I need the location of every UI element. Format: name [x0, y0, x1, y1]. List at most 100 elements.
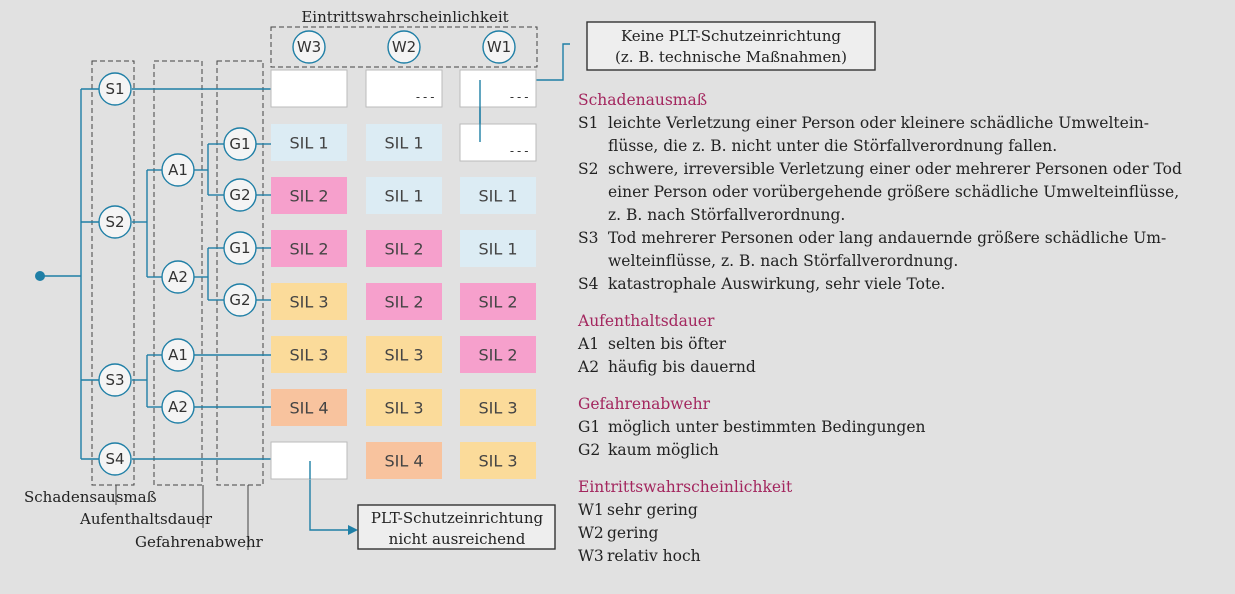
matrix-cell-bg [366, 124, 442, 161]
node-w2-circle [387, 30, 421, 64]
matrix-cell-bg [271, 283, 347, 320]
matrix-cell: --- [459, 69, 537, 108]
matrix-cell: SIL 3 [271, 283, 347, 320]
node-a2-1: A2 [161, 260, 195, 294]
legend-item-w3: W3 relativ hoch [578, 545, 1218, 568]
box-plt-insufficient [357, 504, 556, 550]
matrix-cell: SIL 2 [271, 230, 347, 267]
matrix-cell-bg [366, 230, 442, 267]
node-g2-1-label: G2 [229, 186, 250, 204]
matrix-cell-bg [271, 389, 347, 426]
matrix-cell: SIL 4 [366, 442, 442, 479]
matrix-cell-label: SIL 2 [478, 293, 517, 312]
legend-text: schwere, irreversible Verletzung einer o… [608, 158, 1182, 227]
node-w3: W3 [292, 30, 326, 64]
legend-aufenthaltsdauer: Aufenthaltsdauer A1 selten bis öfter A2 … [578, 310, 1218, 379]
matrix-cell-bg [459, 123, 537, 162]
legend-key: A1 [578, 335, 600, 353]
node-s4-label: S4 [105, 450, 124, 468]
node-s3: S3 [98, 363, 132, 397]
s-column-frame [91, 60, 135, 486]
matrix-cell-bg [366, 336, 442, 373]
matrix-cell [270, 69, 348, 108]
connection-lines [40, 43, 570, 535]
legend-item-a1: A1 selten bis öfter [578, 333, 1218, 356]
node-a2-1-circle [161, 260, 195, 294]
legend-schadenausmass: Schadenausmaß S1 leichte Verletzung eine… [578, 89, 1218, 296]
matrix-cell-label: SIL 3 [289, 293, 328, 312]
node-w2: W2 [387, 30, 421, 64]
matrix-cell: SIL 2 [366, 230, 442, 267]
matrix-cell-bg [271, 336, 347, 373]
matrix-cell: --- [365, 69, 443, 108]
node-w1-label: W1 [487, 38, 511, 56]
legend-item-s3: S3 Tod mehrerer Personen oder lang andau… [578, 227, 1218, 273]
header-title: Eintrittswahrscheinlichkeit [301, 8, 508, 26]
node-s2-circle [98, 205, 132, 239]
legend-item-g1: G1 möglich unter bestimmten Bedingungen [578, 416, 1218, 439]
legend-text: gering [607, 524, 659, 542]
box-plt-insufficient-line2: nicht ausreichend [389, 530, 526, 548]
node-g2-1-circle [223, 178, 257, 212]
box-no-plt-line2: (z. B. technische Maßnahmen) [615, 48, 847, 66]
matrix-cell-label: SIL 1 [289, 134, 328, 153]
legend-text: relativ hoch [607, 547, 701, 565]
matrix-cell: SIL 3 [366, 389, 442, 426]
node-g1-2-label: G1 [229, 239, 250, 257]
legend-line: einer Person oder vorübergehende größere… [608, 183, 1180, 201]
node-s1-label: S1 [105, 80, 124, 98]
legend-key: W2 [578, 524, 604, 542]
node-s3-circle [98, 363, 132, 397]
w-group-frame [270, 26, 538, 68]
legend-item-w1: W1 sehr gering [578, 499, 1218, 522]
caption-aufenthaltsdauer: Aufenthaltsdauer [79, 510, 213, 528]
matrix-cell-bg [460, 336, 536, 373]
legend-key: S4 [578, 275, 599, 293]
legend-key: S2 [578, 160, 599, 178]
legend-text: katastrophale Auswirkung, sehr viele Tot… [608, 273, 945, 296]
node-s3-label: S3 [105, 371, 124, 389]
matrix-cell-label: SIL 1 [384, 187, 423, 206]
matrix-cell: SIL 4 [271, 389, 347, 426]
legend-schadenausmass-title: Schadenausmaß [578, 91, 708, 109]
matrix-cell: SIL 3 [460, 442, 536, 479]
matrix-cell-bg [366, 283, 442, 320]
matrix-cell-label: --- [508, 90, 530, 104]
legend-line: flüsse, die z. B. nicht unter die Störfa… [608, 137, 1058, 155]
matrix-cell-label: SIL 4 [289, 399, 328, 418]
matrix-cell: SIL 1 [366, 124, 442, 161]
legend-key: G2 [578, 441, 601, 459]
node-a1-2: A1 [161, 338, 195, 372]
box-no-plt-frame [586, 21, 876, 71]
matrix-cell-label: SIL 2 [384, 293, 423, 312]
legend-text: möglich unter bestimmten Bedingungen [608, 418, 926, 436]
node-s4-circle [98, 442, 132, 476]
matrix-cell: SIL 1 [460, 230, 536, 267]
legend-item-s2: S2 schwere, irreversible Verletzung eine… [578, 158, 1218, 227]
g-column-frame [216, 60, 264, 486]
legend-key: S1 [578, 114, 599, 132]
node-w2-label: W2 [392, 38, 416, 56]
legend-key: W3 [578, 547, 604, 565]
matrix-cell-label: SIL 1 [478, 240, 517, 259]
matrix-cell: SIL 2 [460, 336, 536, 373]
node-s1: S1 [98, 72, 132, 106]
matrix-cell-label: SIL 3 [478, 452, 517, 471]
legend-line: katastrophale Auswirkung, sehr viele Tot… [608, 275, 946, 293]
node-g1-0-label: G1 [229, 135, 250, 153]
node-g1-2: G1 [223, 231, 257, 265]
matrix-cell-bg [460, 283, 536, 320]
matrix-cell-bg [459, 69, 537, 108]
node-a1-0-circle [161, 153, 195, 187]
legend-aufenthaltsdauer-title: Aufenthaltsdauer [578, 312, 715, 330]
matrix-cell-bg [460, 389, 536, 426]
node-g2-3-label: G2 [229, 291, 250, 309]
matrix-cell: SIL 3 [460, 389, 536, 426]
matrix-cell: SIL 1 [271, 124, 347, 161]
legend-line: Tod mehrerer Personen oder lang andauern… [608, 229, 1167, 247]
node-a2-3-label: A2 [168, 398, 188, 416]
matrix-cell-bg [271, 124, 347, 161]
legend-line: welteinflüsse, z. B. nach Störfallverord… [608, 252, 959, 270]
matrix-cell: SIL 1 [366, 177, 442, 214]
matrix-cell-label: SIL 2 [289, 240, 328, 259]
